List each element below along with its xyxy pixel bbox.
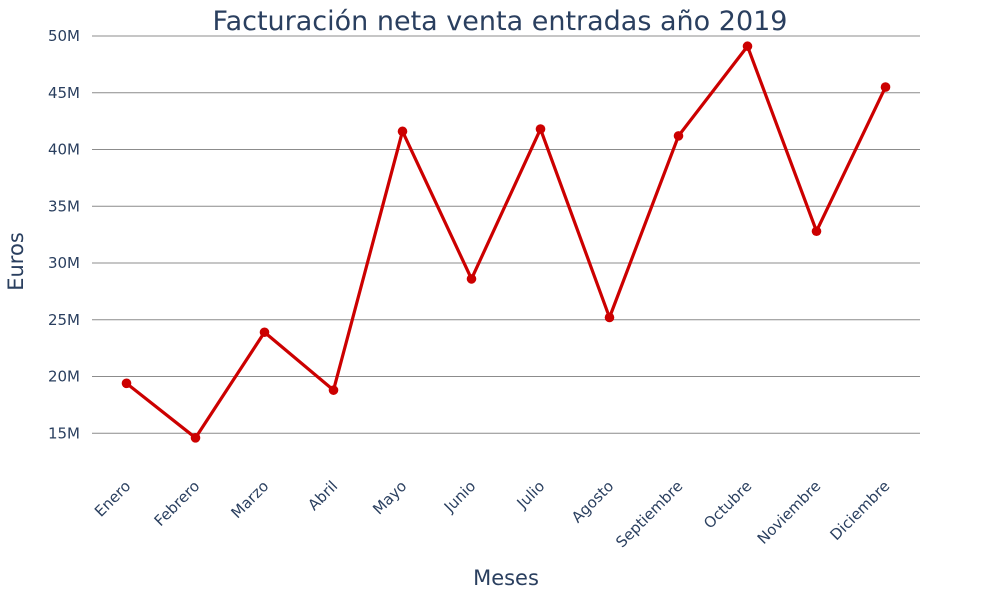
x-tick-label: Abril (304, 477, 341, 514)
x-tick-label: Enero (91, 477, 134, 520)
data-point (604, 312, 615, 323)
y-tick-label: 25M (48, 311, 80, 329)
data-point (673, 131, 684, 141)
data-point (121, 378, 132, 389)
y-axis-ticks: 15M 20M 25M 30M 35M 40M 45M 50M (48, 27, 80, 442)
y-tick-label: 30M (48, 254, 80, 272)
data-point (259, 327, 270, 338)
series-layer (121, 41, 891, 443)
y-tick-label: 20M (48, 368, 80, 386)
data-point (466, 274, 477, 284)
data-point (190, 433, 201, 443)
y-tick-label: 45M (48, 84, 80, 102)
x-tick-label: Septiembre (612, 477, 686, 551)
y-axis-title: Euros (4, 232, 28, 291)
x-tick-label: Junio (440, 477, 479, 516)
y-tick-label: 35M (48, 197, 80, 215)
x-tick-label: Octubre (700, 477, 755, 532)
y-tick-label: 15M (48, 424, 80, 442)
data-point (742, 41, 753, 52)
y-tick-label: 40M (48, 141, 80, 159)
x-axis-title: Meses (473, 566, 539, 590)
x-tick-label: Diciembre (826, 477, 893, 544)
x-tick-label: Julio (513, 477, 549, 513)
data-point (880, 82, 891, 92)
x-tick-label: Marzo (228, 477, 273, 522)
series-line (125, 44, 887, 440)
x-tick-label: Febrero (151, 477, 204, 530)
data-point (328, 385, 339, 395)
y-gridlines (92, 35, 920, 434)
y-tick-label: 50M (48, 27, 80, 45)
data-point (535, 124, 546, 134)
data-point (397, 126, 408, 137)
data-point (811, 226, 822, 237)
x-tick-label: Mayo (369, 477, 410, 518)
x-axis-ticks: Enero Febrero Marzo Abril Mayo Junio Julio Agos… (91, 477, 893, 551)
x-tick-label: Noviembre (754, 477, 825, 548)
chart-title: Facturación neta venta entradas año 2019 (212, 6, 788, 37)
x-tick-label: Agosto (568, 477, 617, 526)
